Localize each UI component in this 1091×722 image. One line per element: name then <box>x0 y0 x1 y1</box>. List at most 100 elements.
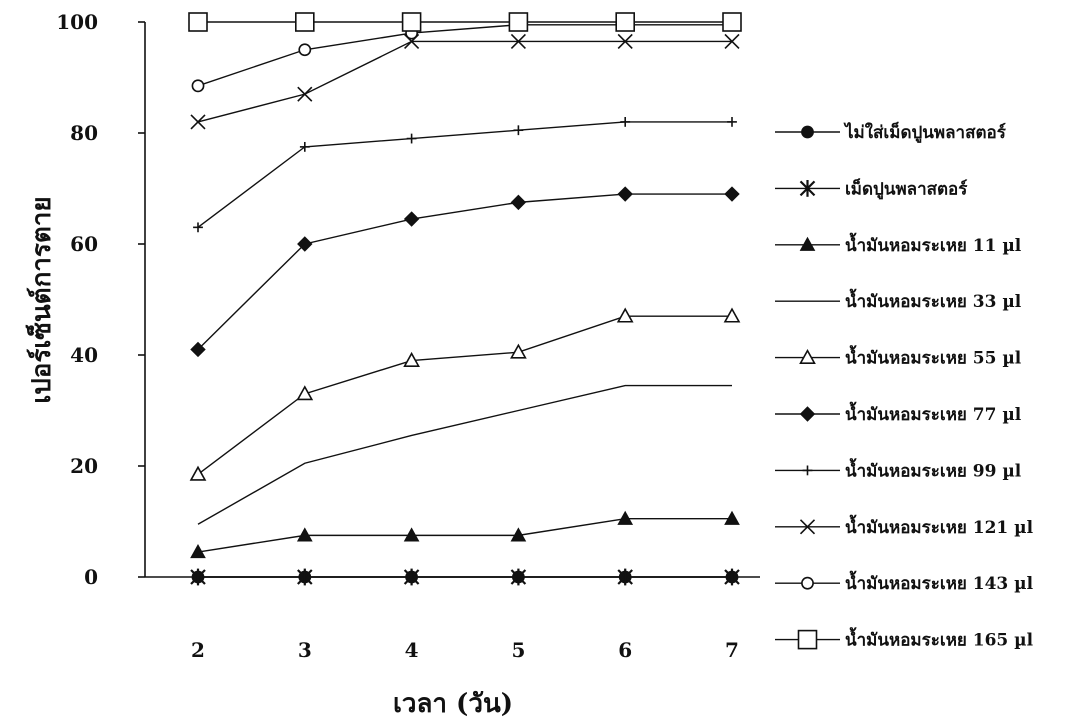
legend-marker <box>799 348 816 365</box>
legend-label: ไม่ใส่เม็ดปูนพลาสตอร์ <box>843 120 1007 144</box>
data-point <box>403 527 420 542</box>
marker-filled-triangle <box>296 527 313 542</box>
data-point <box>401 12 422 32</box>
legend-item: น้ำมันหอมระเหย 143 µl <box>775 570 1034 594</box>
marker-open-circle <box>191 79 205 93</box>
data-point <box>297 568 313 586</box>
data-point <box>724 33 740 49</box>
legend-item: น้ำมันหอมระเหย 165 µl <box>775 627 1034 651</box>
marker-open-triangle <box>189 465 207 481</box>
marker-open-triangle <box>510 343 527 359</box>
x-tick-label: 4 <box>405 638 419 662</box>
x-axis-title: เวลา (วัน) <box>393 689 513 719</box>
marker-open-triangle <box>799 348 816 365</box>
y-tick-label: 100 <box>56 10 98 34</box>
legend-marker <box>797 629 818 650</box>
legend-item: เม็ดปูนพลาสตอร์ <box>775 176 968 200</box>
legend-item: น้ำมันหอมระเหย 55 µl <box>775 345 1022 369</box>
legend-marker <box>801 576 814 590</box>
data-point <box>510 33 526 49</box>
series-line <box>197 193 732 350</box>
y-tick-label: 60 <box>70 232 98 256</box>
x-tick-label: 3 <box>298 638 312 662</box>
data-point <box>617 510 634 525</box>
legend-marker <box>802 465 813 476</box>
marker-filled-triangle <box>190 543 206 559</box>
legend-item: น้ำมันหอมระเหย 33 µl <box>775 288 1022 312</box>
data-point <box>296 527 313 542</box>
x-tick-label: 5 <box>511 638 525 662</box>
legend-label: น้ำมันหอมระเหย 99 µl <box>845 457 1022 481</box>
marker-filled-triangle <box>403 527 420 542</box>
x-tick-label: 7 <box>725 638 739 662</box>
legend-marker <box>799 406 816 422</box>
legend-item: น้ำมันหอมระเหย 11 µl <box>775 232 1022 256</box>
y-axis-title: เปอร์เซ็นต์การตาย <box>25 196 57 403</box>
legend-label: น้ำมันหอมระเหย 77 µl <box>845 401 1022 425</box>
data-point <box>724 510 740 525</box>
data-point <box>510 527 527 542</box>
series-line <box>197 384 732 525</box>
data-point <box>403 351 420 367</box>
legend-label: น้ำมันหอมระเหย 143 µl <box>845 570 1034 594</box>
data-point <box>299 141 310 152</box>
y-tick-label: 40 <box>70 343 98 367</box>
legend-item: ไม่ใส่เม็ดปูนพลาสตอร์ <box>775 120 1007 144</box>
series-line <box>197 40 732 123</box>
data-point <box>403 568 420 586</box>
marker-filled-diamond <box>617 186 633 202</box>
data-point <box>508 12 529 32</box>
marker-cross-b <box>799 519 816 535</box>
marker-open-triangle <box>296 385 314 401</box>
x-tick-label: 6 <box>618 638 632 662</box>
legend-marker <box>799 519 816 535</box>
legend-marker <box>799 180 816 197</box>
marker-filled-triangle <box>510 527 527 542</box>
marker-open-square <box>615 12 636 32</box>
data-point <box>616 307 634 323</box>
data-point <box>724 186 740 202</box>
marker-filled-triangle <box>724 510 740 525</box>
axes: 0 20 40 60 80 100 2 3 4 5 6 7 เวลา (วัน) เปอร์เซ็นต์ก… <box>25 10 760 719</box>
marker-filled-diamond <box>403 211 420 227</box>
data-point <box>190 543 206 559</box>
legend-label: เม็ดปูนพลาสตอร์ <box>845 176 968 200</box>
marker-cross-b <box>724 33 740 49</box>
data-point <box>297 236 313 252</box>
data-point <box>510 343 527 359</box>
legend: ไม่ใส่เม็ดปูนพลาสตอร์เม็ดปูนพลาสตอร์น้ำม… <box>775 120 1034 651</box>
data-point <box>296 385 314 401</box>
data-point <box>510 568 527 586</box>
legend-item: น้ำมันหอมระเหย 99 µl <box>775 457 1022 481</box>
marker-cross-b <box>617 33 633 49</box>
data-point <box>723 307 741 323</box>
legend-marker <box>799 236 816 251</box>
y-tick-label: 80 <box>70 121 98 145</box>
data-point <box>193 222 203 233</box>
data-point <box>191 79 205 93</box>
series-lines <box>197 21 732 578</box>
marker-cross-b <box>510 33 526 49</box>
data-point <box>190 341 206 358</box>
legend-marker <box>801 125 814 139</box>
data-point <box>406 133 417 144</box>
data-point <box>298 43 312 57</box>
series-line <box>197 518 732 553</box>
data-point <box>617 33 633 49</box>
marker-filled-circle <box>801 125 814 139</box>
legend-item: น้ำมันหอมระเหย 77 µl <box>775 401 1022 425</box>
marker-open-square <box>294 12 315 32</box>
series-line <box>197 24 732 87</box>
marker-filled-diamond <box>799 406 816 422</box>
data-point <box>722 12 742 32</box>
data-point <box>189 465 207 481</box>
series-markers <box>188 12 742 586</box>
y-tick-label: 20 <box>70 454 98 478</box>
legend-label: น้ำมันหอมระเหย 121 µl <box>845 514 1034 538</box>
marker-open-square <box>797 629 818 650</box>
legend-label: น้ำมันหอมระเหย 55 µl <box>845 345 1022 369</box>
data-point <box>724 568 740 586</box>
marker-open-triangle <box>616 307 634 323</box>
